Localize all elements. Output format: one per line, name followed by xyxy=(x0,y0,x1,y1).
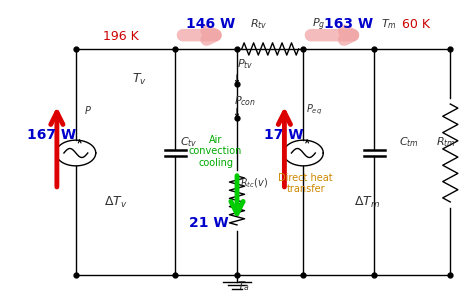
Text: $\Delta T_v$: $\Delta T_v$ xyxy=(104,194,128,210)
Text: $P_{eq}$: $P_{eq}$ xyxy=(306,103,322,118)
Text: $P$: $P$ xyxy=(84,104,91,116)
Text: Air
convection
cooling: Air convection cooling xyxy=(189,135,242,168)
Text: Direct heat
transfer: Direct heat transfer xyxy=(278,173,333,194)
Text: 163 W: 163 W xyxy=(324,17,373,32)
Text: $T_a$: $T_a$ xyxy=(237,279,250,293)
Text: $C_{tv}$: $C_{tv}$ xyxy=(180,135,197,149)
Text: 146 W: 146 W xyxy=(186,17,236,32)
Text: $R_{tv}$: $R_{tv}$ xyxy=(250,17,267,32)
Text: $C_{tm}$: $C_{tm}$ xyxy=(399,135,419,149)
Text: $P_g$: $P_g$ xyxy=(312,16,325,33)
Text: $P_{con}$: $P_{con}$ xyxy=(235,94,256,108)
Text: 21 W: 21 W xyxy=(189,216,228,230)
Text: 60 K: 60 K xyxy=(402,18,430,31)
Text: 196 K: 196 K xyxy=(103,30,139,43)
Text: $R_{tc}(v)$: $R_{tc}(v)$ xyxy=(239,177,268,190)
Text: $P_{tv}$: $P_{tv}$ xyxy=(237,57,254,71)
Text: $R_{tm}$: $R_{tm}$ xyxy=(436,135,456,149)
Text: $T_m$: $T_m$ xyxy=(381,17,397,32)
Text: $\Delta T_m$: $\Delta T_m$ xyxy=(354,194,381,210)
Text: 17 W: 17 W xyxy=(264,128,303,142)
Text: $T_v$: $T_v$ xyxy=(132,72,147,87)
Text: 167 W: 167 W xyxy=(27,128,76,142)
